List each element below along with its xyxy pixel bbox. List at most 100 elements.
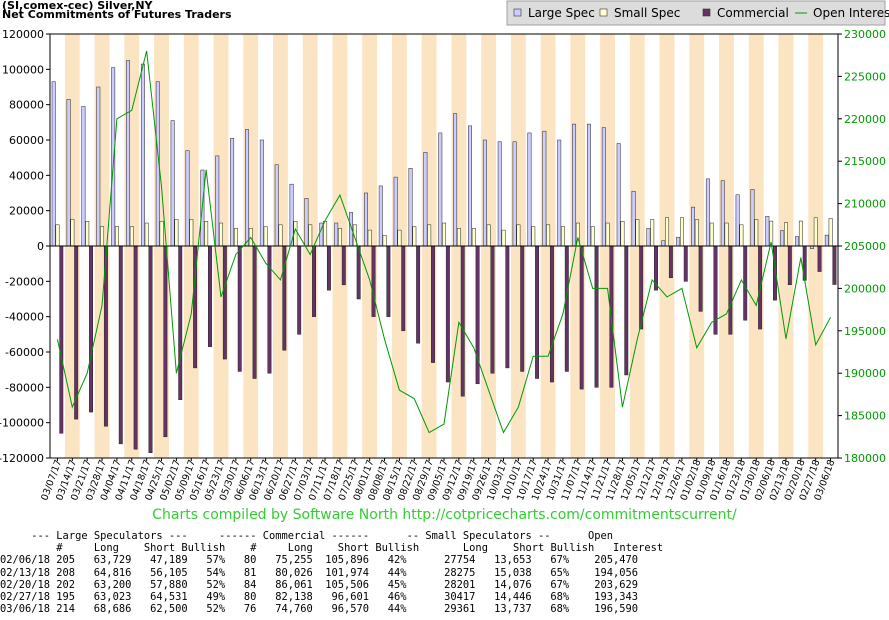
bar-small-spec bbox=[204, 221, 209, 247]
bar-large-spec bbox=[497, 141, 502, 247]
bar-small-spec bbox=[798, 220, 803, 247]
table-cell: 30417 bbox=[444, 590, 476, 603]
bar-large-spec bbox=[601, 127, 606, 247]
right-tick-label: 215000 bbox=[844, 155, 886, 168]
bar-small-spec bbox=[680, 217, 684, 247]
bar-large-spec bbox=[140, 63, 145, 247]
bar-small-spec bbox=[724, 222, 729, 247]
bar-small-spec bbox=[531, 226, 536, 247]
table-cell: 64,816 bbox=[93, 566, 132, 579]
bar-large-spec bbox=[691, 206, 695, 247]
bar-large-spec bbox=[631, 190, 636, 247]
bar-commercial bbox=[460, 245, 465, 397]
table-cell: 14,076 bbox=[494, 578, 532, 591]
bar-commercial bbox=[668, 245, 673, 279]
left-tick-label: -100000 bbox=[0, 417, 44, 430]
bar-small-spec bbox=[665, 217, 670, 247]
bar-small-spec bbox=[561, 226, 565, 247]
bar-commercial bbox=[178, 245, 183, 400]
table-cell: 02/27/18 bbox=[0, 590, 51, 603]
table-cell: 68% bbox=[550, 603, 570, 616]
bar-small-spec bbox=[471, 228, 476, 247]
legend: Large Spec Small Spec Commercial Open Inter… bbox=[506, 0, 889, 26]
table-cell: 54% bbox=[206, 566, 226, 579]
table-group-header: --- Large Speculators --- ------ Commerc… bbox=[0, 530, 614, 542]
table-cell: 76 bbox=[243, 603, 257, 616]
left-tick-label: 20000 bbox=[9, 205, 44, 218]
table-cell: 03/06/18 bbox=[0, 603, 51, 616]
bar-small-spec bbox=[739, 224, 744, 247]
bar-small-spec bbox=[382, 235, 387, 247]
bar-large-spec bbox=[393, 176, 398, 247]
table-cell: 49% bbox=[206, 590, 226, 603]
table-cell: 203,629 bbox=[594, 578, 639, 591]
table-cell: 44% bbox=[387, 603, 407, 616]
bar-large-spec bbox=[720, 180, 725, 247]
table-cell: 63,729 bbox=[93, 554, 132, 567]
cot-table: --- Large Speculators --- ------ Commerc… bbox=[0, 530, 663, 615]
bar-small-spec bbox=[174, 219, 179, 247]
bar-small-spec bbox=[442, 222, 447, 247]
table-cell: 205,470 bbox=[594, 554, 639, 567]
bar-large-spec bbox=[824, 234, 829, 247]
bar-large-spec bbox=[408, 168, 413, 247]
bar-large-spec bbox=[304, 198, 309, 247]
bar-small-spec bbox=[635, 219, 640, 247]
table-row: 02/20/18 202 63,200 57,880 52% 84 86,061 105,50… bbox=[0, 579, 663, 591]
bar-large-spec bbox=[185, 150, 190, 247]
bar-commercial bbox=[505, 245, 510, 369]
bar-commercial bbox=[520, 245, 525, 372]
bar-commercial bbox=[222, 245, 227, 360]
table-cell: 13,653 bbox=[494, 554, 532, 567]
bar-small-spec bbox=[427, 224, 432, 247]
bar-commercial bbox=[549, 245, 554, 383]
bar-commercial bbox=[148, 245, 153, 453]
chart-title: (SI,comex-cec) Silver,NY bbox=[2, 0, 153, 12]
bar-small-spec bbox=[709, 222, 714, 247]
bar-commercial bbox=[252, 245, 257, 379]
bar-large-spec bbox=[126, 60, 130, 247]
table-cell: 52% bbox=[206, 578, 226, 591]
bar-large-spec bbox=[661, 240, 666, 247]
table-cell: 214 bbox=[56, 603, 76, 616]
bar-large-spec bbox=[542, 130, 547, 247]
table-cell: 28201 bbox=[444, 578, 476, 591]
legend-swatch-large-spec bbox=[513, 8, 522, 17]
bar-large-spec bbox=[423, 152, 428, 247]
bar-large-spec bbox=[170, 120, 175, 247]
right-tick-label: 195000 bbox=[844, 325, 886, 338]
table-cell: 67% bbox=[550, 554, 570, 567]
bar-small-spec bbox=[85, 221, 90, 247]
bar-small-spec bbox=[70, 219, 75, 247]
bar-commercial bbox=[431, 245, 435, 363]
bar-large-spec bbox=[259, 139, 264, 247]
chart-subtitle: Net Commitments of Futures Traders bbox=[2, 8, 232, 21]
legend-label-small-spec: Small Spec bbox=[614, 6, 680, 20]
bar-large-spec bbox=[527, 132, 532, 247]
credit-line: Charts compiled by Software North http:/… bbox=[152, 507, 737, 523]
right-tick-label: 190000 bbox=[844, 367, 886, 380]
bar-small-spec bbox=[115, 226, 119, 247]
table-cell: 195 bbox=[56, 590, 76, 603]
bar-commercial bbox=[371, 245, 376, 317]
bar-small-spec bbox=[367, 229, 372, 247]
table-cell: 45% bbox=[387, 578, 407, 591]
table-cell: 44% bbox=[387, 566, 407, 579]
right-tick-label: 200000 bbox=[844, 282, 886, 295]
right-tick-label: 185000 bbox=[844, 410, 886, 423]
bar-commercial bbox=[445, 245, 450, 383]
bar-small-spec bbox=[501, 229, 506, 247]
right-tick-label: 230000 bbox=[844, 28, 886, 41]
table-cell: 68% bbox=[550, 590, 570, 603]
left-tick-label: 100000 bbox=[2, 63, 44, 76]
legend-swatch-small-spec bbox=[599, 8, 608, 17]
left-axis: -120000 -100000 -80000 -60000 -40000 -20000 0 2… bbox=[0, 28, 50, 465]
table-cell: 42% bbox=[387, 554, 407, 567]
bar-commercial bbox=[118, 245, 123, 445]
cot-chart: -120000 -100000 -80000 -60000 -40000 -20000 0 2… bbox=[0, 0, 889, 502]
table-cell: 02/20/18 bbox=[0, 578, 51, 591]
bar-small-spec bbox=[100, 226, 105, 247]
bar-small-spec bbox=[605, 222, 610, 247]
bar-small-spec bbox=[754, 219, 759, 247]
bar-small-spec bbox=[278, 224, 283, 247]
